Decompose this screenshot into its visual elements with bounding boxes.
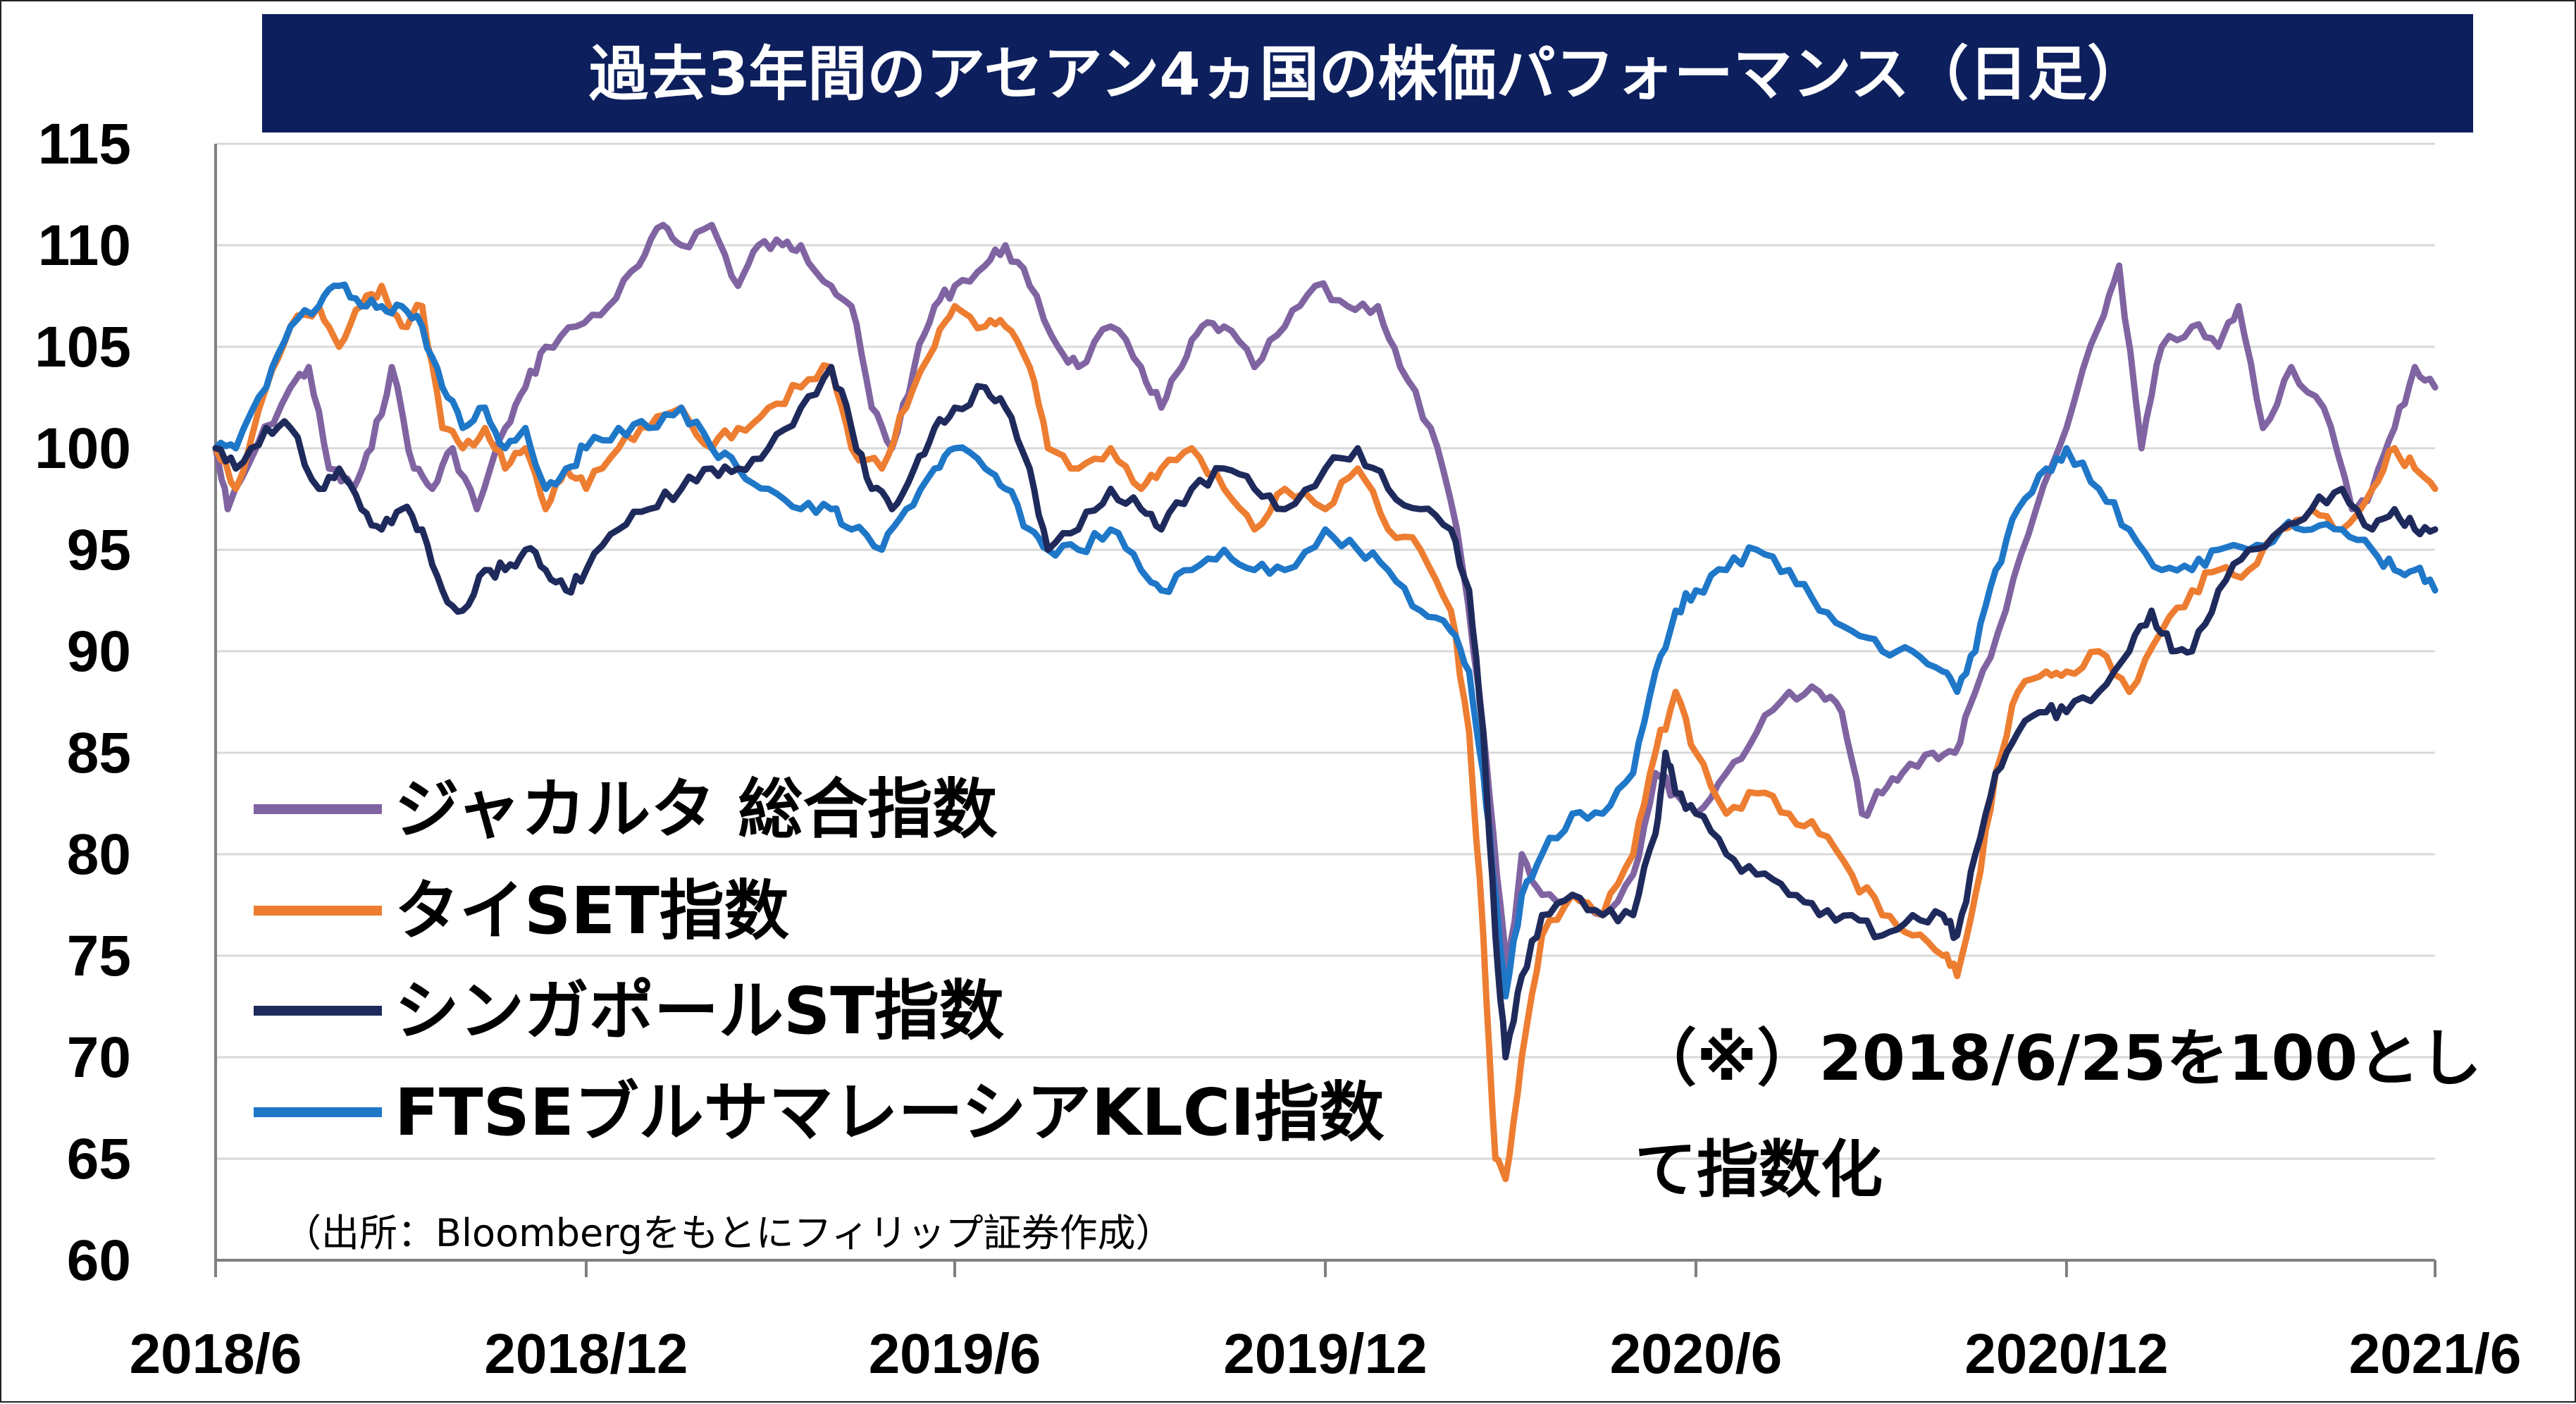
x-tick-label-2019/6: 2019/6 (869, 1322, 1041, 1385)
y-tick-label-75: 75 (67, 924, 131, 988)
x-tick-label-2020/6: 2020/6 (1610, 1322, 1783, 1385)
legend-label-thailand: タイSET指数 (395, 873, 789, 949)
legend: ジャカルタ 総合指数 タイSET指数 シンガポールST指数 FTSEブルサマレー… (254, 772, 1385, 1150)
legend-label-malaysia: FTSEブルサマレーシアKLCI指数 (395, 1075, 1385, 1150)
y-tick-label-110: 110 (38, 214, 131, 278)
y-axis-ticks: 60 65 70 75 80 85 90 95 100 105 110 115 (35, 112, 131, 1293)
x-tick-label-2020/12: 2020/12 (1964, 1322, 2168, 1385)
x-axis-ticks: 2018/6 2018/12 2019/6 2019/12 2020/6 2020/12 2… (130, 1260, 2522, 1385)
title-banner (262, 14, 2473, 133)
index-note-line1: （※）2018/6/25を100とし (1635, 1022, 2482, 1095)
legend-label-jakarta: ジャカルタ 総合指数 (395, 772, 997, 847)
series-lines (212, 221, 2439, 1183)
x-tick-label-2021/6: 2021/6 (2349, 1322, 2522, 1385)
series-line-thailand (212, 283, 2439, 1183)
y-tick-label-95: 95 (67, 518, 131, 582)
y-tick-label-115: 115 (38, 112, 131, 176)
chart-title: 過去3年間のアセアン4ヵ国の株価パフォーマンス（日足） (589, 39, 2146, 109)
y-tick-label-65: 65 (67, 1127, 131, 1191)
index-note-line2: て指数化 (1635, 1133, 1883, 1206)
y-tick-label-85: 85 (67, 721, 131, 785)
y-tick-label-60: 60 (67, 1228, 131, 1293)
x-tick-label-2019/12: 2019/12 (1223, 1322, 1427, 1385)
y-tick-label-105: 105 (35, 315, 131, 379)
y-tick-label-80: 80 (67, 823, 131, 887)
series-line-malaysia (212, 281, 2439, 1000)
y-tick-label-90: 90 (67, 620, 131, 684)
x-tick-label-2018/6: 2018/6 (130, 1322, 302, 1385)
series-line-jakarta (212, 221, 2439, 980)
y-tick-label-70: 70 (67, 1026, 131, 1090)
series-line-singapore (212, 364, 2439, 1061)
y-tick-label-100: 100 (35, 417, 131, 481)
x-tick-label-2018/12: 2018/12 (484, 1322, 688, 1385)
legend-label-singapore: シンガポールST指数 (395, 973, 1004, 1049)
source-note: （出所：Bloombergをもとにフィリップ証券作成） (283, 1211, 1174, 1255)
